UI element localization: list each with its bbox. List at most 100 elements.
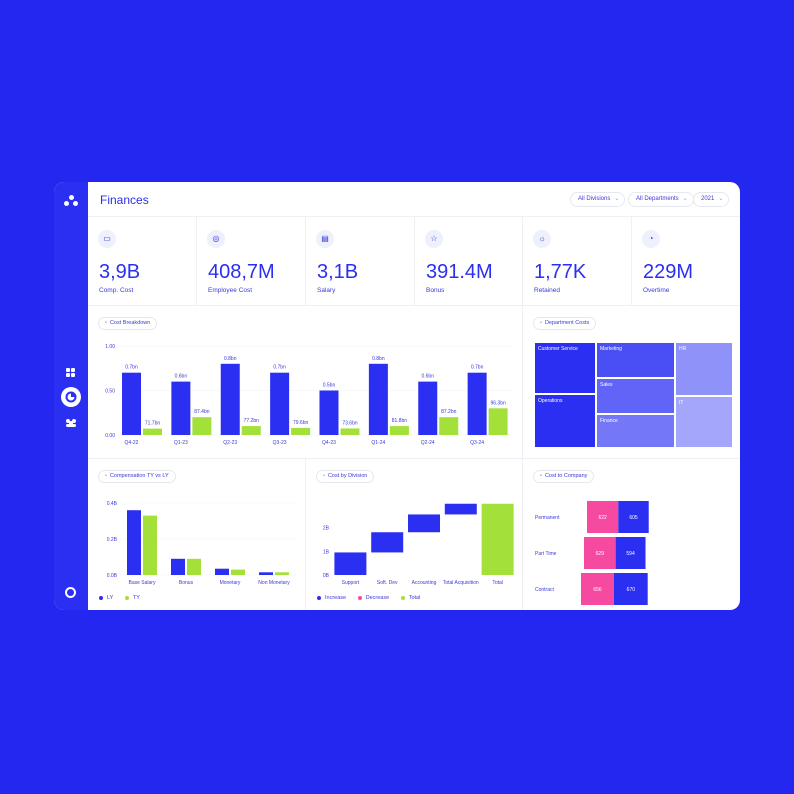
waterfall-bar <box>371 532 404 553</box>
bar <box>220 363 240 435</box>
data-label: 73.6bn <box>342 420 358 426</box>
app-window: Finances All Divisions ⌄ All Departments ⌄… <box>54 182 740 610</box>
stacked-bar <box>584 537 616 569</box>
bar <box>439 417 459 435</box>
cost-by-division-panel: • Cost by Division 0B 1B 2B Support Soft. Dev… <box>306 459 523 610</box>
logout-icon[interactable] <box>65 587 76 598</box>
compensation-title[interactable]: • Compensation TY vs LY <box>98 470 176 483</box>
cost-by-division-title[interactable]: • Cost by Division <box>316 470 375 483</box>
stacked-bar <box>615 537 646 569</box>
people-icon[interactable] <box>65 415 77 427</box>
category-label: Contract <box>535 587 555 593</box>
treemap-label: Marketing <box>600 346 622 352</box>
x-tick-label: Base Salary <box>129 580 156 586</box>
compensation-panel: • Compensation TY vs LY 0.0B 0.2B 0.4B Base … <box>88 459 306 610</box>
y-tick-label: 2B <box>323 526 330 532</box>
kpi-card[interactable]: ◔ 229M Overtime <box>632 217 740 306</box>
chevron-down-icon: ⌄ <box>682 196 688 202</box>
calendar-icon: ▤ <box>316 230 334 248</box>
category-label: Part Time <box>535 551 557 557</box>
treemap-cell <box>676 343 732 395</box>
kpi-label: Bonus <box>426 287 445 294</box>
y-tick-label: 0.0B <box>107 573 118 579</box>
kpi-value: 229M <box>643 261 694 283</box>
data-label: 79.6bn <box>293 420 309 426</box>
cost-breakdown-panel: • Cost Breakdown 0.00 0.50 1.00 0.7bn 71.7bn Q… <box>88 306 523 459</box>
waterfall-bar <box>444 503 477 515</box>
kpi-value: 408,7M <box>208 261 275 283</box>
treemap-label: Finance <box>600 418 618 424</box>
chevron-down-icon: ⌄ <box>614 196 620 202</box>
year-filter-label: 2021 <box>701 196 715 202</box>
kpi-card[interactable]: ▤ 3,1B Salary <box>306 217 415 306</box>
bar <box>215 568 229 575</box>
kpi-card[interactable]: ◎ 408,7M Employee Cost <box>197 217 306 306</box>
treemap-label: Operations <box>538 398 563 404</box>
cost-to-company-panel: • Cost to Company Permanent 622 605 Part Tim… <box>523 459 740 610</box>
x-tick-label: Accounting <box>412 580 437 586</box>
department-costs-treemap: Customer Service Operations Marketing Sales… <box>535 343 732 447</box>
data-label: 0.7bn <box>125 365 138 371</box>
data-label: 0.6bn <box>421 374 434 380</box>
x-tick-label: Total <box>492 580 503 586</box>
kpi-label: Overtime <box>643 287 670 294</box>
bar <box>231 569 245 575</box>
legend-item: LY <box>99 595 113 601</box>
treemap-cell <box>597 379 674 413</box>
x-tick-label: Q2-24 <box>421 440 435 446</box>
kpi-card[interactable]: ☆ 391.4M Bonus <box>415 217 523 306</box>
treemap-cell <box>676 397 732 447</box>
data-label: 605 <box>629 515 638 521</box>
department-costs-panel: • Department Costs Customer Service Operat… <box>523 306 740 459</box>
data-label: 670 <box>627 587 636 593</box>
sun-icon: ☼ <box>533 230 551 248</box>
y-tick-label: 0.00 <box>105 433 115 439</box>
year-filter[interactable]: 2021 ⌄ <box>693 192 730 207</box>
kpi-label: Salary <box>317 287 336 294</box>
kpi-value: 3,1B <box>317 261 359 283</box>
main-content: Finances All Divisions ⌄ All Departments ⌄… <box>88 182 740 610</box>
cost-to-company-title[interactable]: • Cost to Company <box>533 470 595 483</box>
x-tick-label: Q1-23 <box>174 440 188 446</box>
kpi-card[interactable]: ☼ 1,77K Retained <box>523 217 632 306</box>
compensation-chart: 0.0B 0.2B 0.4B Base Salary Bonus Monetary Non … <box>107 501 296 586</box>
data-label: 96.3bn <box>490 400 506 406</box>
data-label: 622 <box>598 515 607 521</box>
division-filter[interactable]: All Divisions ⌄ <box>570 192 626 207</box>
dashboard-icon[interactable] <box>65 367 77 379</box>
waterfall-bar <box>334 552 367 575</box>
y-tick-label: 0.2B <box>107 537 118 543</box>
kpi-value: 3,9B <box>99 261 141 283</box>
kpi-card[interactable]: ▭ 3,9B Comp. Cost <box>88 217 197 306</box>
bar <box>241 426 261 435</box>
cost-by-division-chart: 0B 1B 2B Support Soft. Dev Accounting Total Ac… <box>323 503 514 586</box>
y-tick-label: 0.50 <box>105 389 115 395</box>
division-filter-label: All Divisions <box>578 196 611 202</box>
department-filter[interactable]: All Departments ⌄ <box>628 192 694 207</box>
cost-breakdown-title[interactable]: • Cost Breakdown <box>98 317 158 330</box>
department-costs-title[interactable]: • Department Costs <box>533 317 597 330</box>
cost-breakdown-chart: 0.00 0.50 1.00 0.7bn 71.7bn Q4-22 0.6bn 87.4bn Q… <box>105 344 513 446</box>
bar <box>143 428 162 435</box>
bar <box>368 363 388 435</box>
bar <box>122 372 141 435</box>
kpi-value: 1,77K <box>534 261 587 283</box>
bar <box>127 510 141 575</box>
bar <box>418 381 438 435</box>
bar <box>171 558 185 575</box>
logo-icon[interactable] <box>64 195 78 207</box>
data-label: 77.2bn <box>244 418 260 424</box>
y-tick-label: 1B <box>323 549 330 555</box>
bar <box>171 381 191 435</box>
data-label: 81.8bn <box>392 418 408 424</box>
stacked-bar <box>587 501 619 533</box>
header: Finances All Divisions ⌄ All Departments ⌄… <box>88 182 740 217</box>
stacked-bar <box>613 573 648 605</box>
data-label: 656 <box>593 587 602 593</box>
data-label: 594 <box>626 551 635 557</box>
chart-icon[interactable] <box>61 387 81 407</box>
bar <box>319 390 339 435</box>
bar <box>259 572 273 575</box>
treemap-cell <box>535 343 595 393</box>
data-label: 71.7bn <box>145 421 161 427</box>
